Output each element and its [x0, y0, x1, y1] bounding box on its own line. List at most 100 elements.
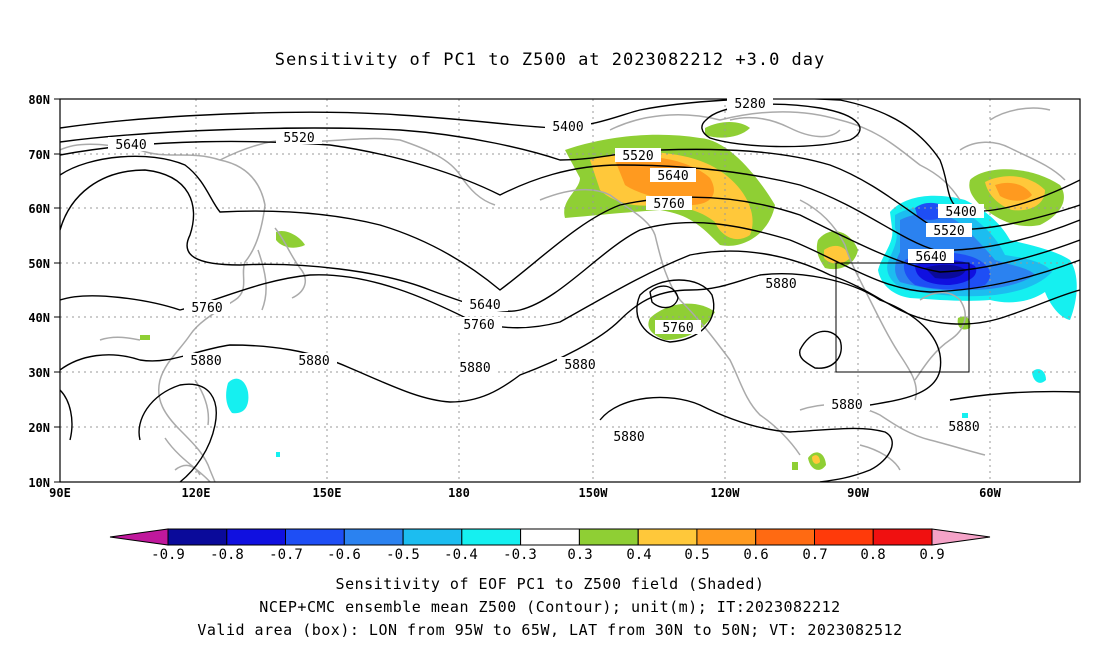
- contour-label-5640: 5640: [462, 297, 508, 313]
- contour-label-5880: 5880: [452, 360, 498, 376]
- contour-label-5400: 5400: [545, 119, 591, 135]
- colorbar-swatch: [696, 528, 757, 546]
- gridlines: [60, 99, 1080, 482]
- lat-ticks: [54, 98, 60, 483]
- caption-shading: Sensitivity of EOF PC1 to Z500 field (Sh…: [335, 575, 765, 593]
- colorbar-swatch: [520, 528, 580, 546]
- colorbar-high-end: [931, 528, 991, 546]
- contour-label-5880: 5880: [183, 353, 229, 369]
- colorbar-label: -0.8: [210, 547, 244, 563]
- lat-label: 60N: [28, 202, 50, 216]
- colorbar-swatch: [814, 528, 874, 546]
- svg-text:5520: 5520: [622, 149, 653, 164]
- colorbar-label: -0.3: [503, 547, 537, 563]
- contour-label-5760: 5760: [456, 317, 502, 333]
- lat-label: 10N: [28, 476, 50, 490]
- lon-label: 90E: [49, 486, 71, 500]
- contour-label-5880: 5880: [758, 276, 804, 292]
- colorbar-label: 0.5: [684, 547, 709, 563]
- colorbar-swatch: [285, 528, 345, 546]
- lon-label: 60W: [979, 486, 1001, 500]
- svg-text:5880: 5880: [765, 277, 796, 292]
- colorbar-swatch: [461, 528, 522, 546]
- colorbar-label: -0.9: [151, 547, 185, 563]
- caption-contour: NCEP+CMC ensemble mean Z500 (Contour); u…: [259, 598, 841, 616]
- svg-text:5640: 5640: [657, 169, 688, 184]
- colorbar-label: 0.6: [743, 547, 768, 563]
- svg-text:5400: 5400: [945, 205, 976, 220]
- colorbar-swatch: [755, 528, 816, 546]
- colorbar-label: 0.3: [567, 547, 592, 563]
- lat-label: 40N: [28, 311, 50, 325]
- lat-label: 80N: [28, 93, 50, 107]
- colorbar-swatch: [226, 528, 287, 546]
- colorbar-swatch: [637, 528, 698, 546]
- colorbar-label: 0.8: [860, 547, 885, 563]
- plot-frame: [59, 98, 1081, 483]
- colorbar-swatch: [343, 528, 404, 546]
- lat-label: 20N: [28, 421, 50, 435]
- lat-label: 70N: [28, 148, 50, 162]
- svg-text:5400: 5400: [552, 120, 583, 135]
- contour-label-5280: 5280: [727, 96, 773, 112]
- colorbar-label: -0.6: [327, 547, 361, 563]
- colorbar-swatch: [402, 528, 463, 546]
- svg-text:5880: 5880: [948, 420, 979, 435]
- lon-label: 90W: [847, 486, 869, 500]
- svg-text:5880: 5880: [190, 354, 221, 369]
- contour-label-5520: 5520: [926, 223, 972, 239]
- svg-text:5760: 5760: [662, 321, 693, 336]
- colorbar-label: 0.9: [919, 547, 944, 563]
- valid-area-box: [835, 262, 970, 373]
- caption-valid-area: Valid area (box): LON from 95W to 65W, L…: [197, 621, 903, 639]
- latitude-labels: 80N 70N 60N 50N 40N 30N 20N 10N: [28, 93, 50, 490]
- contour-label-5640: 5640: [908, 249, 954, 265]
- lon-label: 150W: [579, 486, 609, 500]
- contour-label-5640: 5640: [650, 168, 696, 184]
- contour-label-5760: 5760: [184, 300, 230, 316]
- svg-text:5640: 5640: [469, 298, 500, 313]
- colorbar-swatch: [167, 528, 228, 546]
- colorbar-label: 0.7: [802, 547, 827, 563]
- colorbar-label: -0.4: [444, 547, 478, 563]
- contour-label-5760: 5760: [655, 320, 701, 336]
- svg-text:5880: 5880: [831, 398, 862, 413]
- svg-text:5640: 5640: [915, 250, 946, 265]
- svg-text:5280: 5280: [734, 97, 765, 112]
- svg-text:5880: 5880: [459, 361, 490, 376]
- contour-label-5880: 5880: [606, 429, 652, 445]
- contour-labels: 5280 5400 5520 5640 5520 5640 5760 5400 …: [108, 96, 987, 445]
- map-title: Sensitivity of PC1 to Z500 at 2023082212…: [274, 50, 826, 70]
- contour-label-5880: 5880: [291, 353, 337, 369]
- colorbar-swatch: [578, 528, 639, 546]
- colorbar-label: -0.7: [269, 547, 303, 563]
- colorbar-low-end: [109, 528, 169, 546]
- svg-text:5640: 5640: [115, 138, 146, 153]
- lon-label: 120W: [711, 486, 741, 500]
- svg-text:5520: 5520: [283, 131, 314, 146]
- lon-label: 120E: [182, 486, 211, 500]
- svg-text:5760: 5760: [463, 318, 494, 333]
- contour-label-5400: 5400: [938, 204, 984, 220]
- contour-label-5520: 5520: [276, 130, 322, 146]
- svg-text:5880: 5880: [613, 430, 644, 445]
- lon-label: 150E: [313, 486, 342, 500]
- contour-label-5760: 5760: [646, 196, 692, 212]
- longitude-labels: 90E 120E 150E 180 150W 120W 90W 60W: [49, 486, 1001, 500]
- contour-label-5640: 5640: [108, 137, 154, 153]
- contour-label-5880: 5880: [824, 397, 870, 413]
- svg-text:5880: 5880: [298, 354, 329, 369]
- svg-text:5520: 5520: [933, 224, 964, 239]
- contour-label-5880: 5880: [557, 357, 603, 373]
- svg-text:5880: 5880: [564, 358, 595, 373]
- colorbar: -0.9 -0.8 -0.7 -0.6 -0.5 -0.4 -0.3 0.3 0…: [109, 528, 991, 563]
- lat-label: 50N: [28, 257, 50, 271]
- lat-label: 30N: [28, 366, 50, 380]
- colorbar-label: -0.5: [386, 547, 420, 563]
- contour-label-5880: 5880: [941, 419, 987, 435]
- contour-label-5520: 5520: [615, 148, 661, 164]
- svg-text:5760: 5760: [191, 301, 222, 316]
- svg-text:5760: 5760: [653, 197, 684, 212]
- colorbar-label: 0.4: [626, 547, 651, 563]
